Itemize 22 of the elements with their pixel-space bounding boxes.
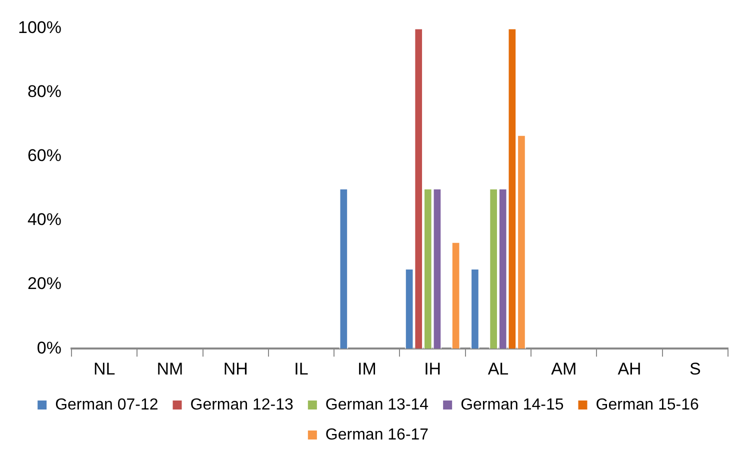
x-tick-label: IH <box>424 359 442 378</box>
x-tick-label: NM <box>156 359 184 378</box>
x-tick-label: IL <box>294 359 308 378</box>
y-tick-label: 100% <box>18 18 62 37</box>
legend-label: German 14-15 <box>460 396 564 414</box>
legend-label: German 13-14 <box>325 396 429 414</box>
legend-label: German 16-17 <box>325 426 429 444</box>
x-tick-label: NL <box>93 359 116 378</box>
legend-label: German 07-12 <box>55 396 158 414</box>
y-tick-label: 40% <box>27 210 62 230</box>
y-tick-label: 0% <box>36 338 62 358</box>
y-tick-label: 20% <box>27 274 62 294</box>
x-tick-label: S <box>690 359 701 378</box>
x-tick-label: AL <box>488 359 509 378</box>
x-tick-label: IM <box>357 359 376 378</box>
y-tick-label: 60% <box>27 146 62 166</box>
legend-label: German 12-13 <box>190 396 294 414</box>
y-tick-label: 80% <box>27 82 62 101</box>
legend-label: German 15-16 <box>596 396 700 414</box>
x-tick-label: AM <box>551 359 577 378</box>
x-tick-label: NH <box>223 359 248 378</box>
x-tick-label: AH <box>618 359 642 378</box>
